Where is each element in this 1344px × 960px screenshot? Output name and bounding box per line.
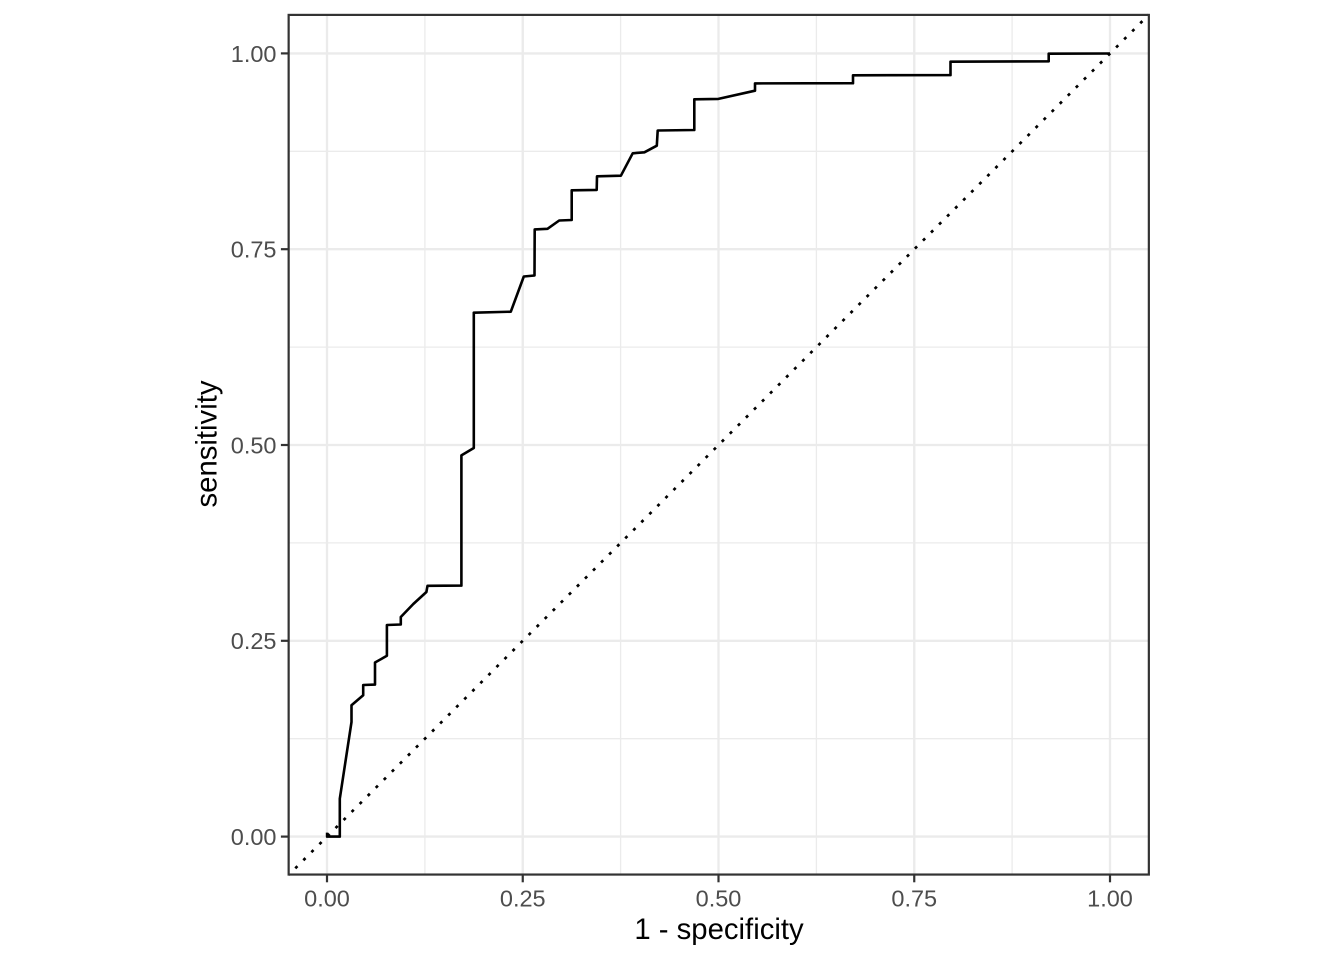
svg-text:1.00: 1.00 [1087, 885, 1133, 911]
svg-text:1 - specificity: 1 - specificity [634, 913, 804, 946]
svg-text:0.00: 0.00 [231, 824, 277, 850]
svg-text:0.25: 0.25 [231, 628, 277, 654]
svg-text:1.00: 1.00 [231, 41, 277, 67]
svg-text:0.00: 0.00 [304, 885, 350, 911]
svg-text:0.25: 0.25 [500, 885, 546, 911]
svg-text:sensitivity: sensitivity [191, 380, 224, 507]
svg-text:0.75: 0.75 [231, 237, 277, 263]
svg-text:0.75: 0.75 [891, 885, 937, 911]
svg-text:0.50: 0.50 [231, 432, 277, 458]
svg-text:0.50: 0.50 [696, 885, 742, 911]
